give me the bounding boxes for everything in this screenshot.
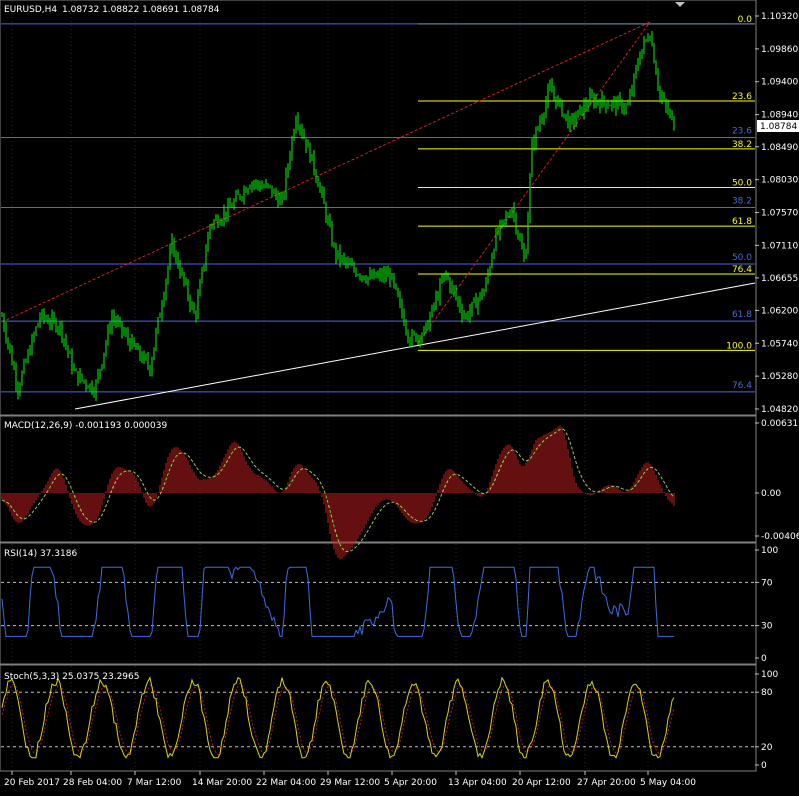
stoch-main-line xyxy=(1,676,675,759)
price-tick-label: 1.06200 xyxy=(761,306,798,316)
fib-trendline xyxy=(417,21,651,344)
ohlc-readout: 1.08732 1.08822 1.08691 1.08784 xyxy=(62,5,220,15)
time-tick-label: 14 Mar 20:00 xyxy=(192,778,252,788)
rsi-tick-label: 100 xyxy=(761,546,778,556)
current-price-text: 1.08784 xyxy=(760,122,797,132)
chart-shift-marker-icon[interactable] xyxy=(675,2,685,7)
time-tick-label: 20 Apr 12:00 xyxy=(512,778,571,788)
macd-pane[interactable] xyxy=(0,415,757,543)
time-tick-label: 7 Mar 12:00 xyxy=(127,778,182,788)
stoch-tick-label: 20 xyxy=(761,743,773,753)
time-tick-label: 20 Feb 2017 xyxy=(4,778,60,788)
price-tick-label: 1.06655 xyxy=(761,274,798,284)
fib-label-blue: 23.6 xyxy=(732,126,752,136)
fib-label-yellow: 50.0 xyxy=(732,178,752,188)
price-tick-label: 1.07570 xyxy=(761,209,798,219)
rsi-pane[interactable] xyxy=(0,542,757,665)
price-tick-label: 1.08940 xyxy=(761,111,798,121)
macd-signal-line xyxy=(1,428,675,553)
time-tick-label: 27 Apr 20:00 xyxy=(577,778,636,788)
stoch-signal-line xyxy=(1,682,675,756)
fib-label-yellow: 100.0 xyxy=(726,341,752,351)
price-tick-label: 1.09860 xyxy=(761,45,798,55)
fib-label-blue: 76.4 xyxy=(732,381,752,391)
price-tick-label: 1.09400 xyxy=(761,78,798,88)
rsi-line xyxy=(1,566,674,637)
time-tick-label: 22 Mar 04:00 xyxy=(256,778,316,788)
stoch-label: Stoch(5,3,3) 25.0375 23.2965 xyxy=(4,672,139,682)
price-tick-label: 1.07110 xyxy=(761,241,798,251)
price-tick-label: 1.04820 xyxy=(761,405,798,415)
time-tick-label: 28 Feb 04:00 xyxy=(63,778,122,788)
fib-label-blue: 61.8 xyxy=(732,310,752,320)
time-tick-label: 5 Apr 20:00 xyxy=(384,778,437,788)
price-tick-label: 1.08030 xyxy=(761,176,798,186)
time-tick-label: 29 Mar 12:00 xyxy=(320,778,380,788)
current-price-tag xyxy=(757,120,799,132)
symbol-label: EURUSD,H4 xyxy=(4,5,57,15)
stoch-tick-label: 100 xyxy=(761,670,778,680)
support-trendline xyxy=(74,282,756,410)
price-tick-label: 1.05740 xyxy=(761,339,798,349)
stoch-pane[interactable] xyxy=(0,664,757,772)
macd-tick-label: 0.00 xyxy=(761,489,781,499)
price-tick-label: 1.05280 xyxy=(761,372,798,382)
fib-label-blue: 38.2 xyxy=(732,196,752,206)
stoch-tick-label: 0 xyxy=(761,761,767,771)
macd-label: MACD(12,26,9) -0.001193 0.000039 xyxy=(4,421,167,431)
fib-label-yellow: 38.2 xyxy=(732,140,752,150)
fib-label-yellow: 0.0 xyxy=(738,15,753,25)
price-tick-label: 1.08490 xyxy=(761,143,798,153)
rsi-tick-label: 0 xyxy=(761,654,767,664)
resistance-trendline xyxy=(1,21,651,323)
time-tick-label: 5 May 04:00 xyxy=(640,778,696,788)
price-tick-label: 1.10320 xyxy=(761,12,798,22)
rsi-label: RSI(14) 37.3186 xyxy=(4,549,77,559)
time-tick-label: 13 Apr 04:00 xyxy=(448,778,507,788)
fib-label-yellow: 76.4 xyxy=(732,265,752,275)
fib-label-yellow: 61.8 xyxy=(732,217,752,227)
fib-label-yellow: 23.6 xyxy=(732,92,752,102)
fib-label-blue: 50.0 xyxy=(732,253,752,263)
macd-tick-label: 0.006319 xyxy=(761,419,799,429)
rsi-tick-label: 30 xyxy=(761,622,773,632)
stoch-tick-label: 80 xyxy=(761,688,773,698)
rsi-tick-label: 70 xyxy=(761,578,773,588)
